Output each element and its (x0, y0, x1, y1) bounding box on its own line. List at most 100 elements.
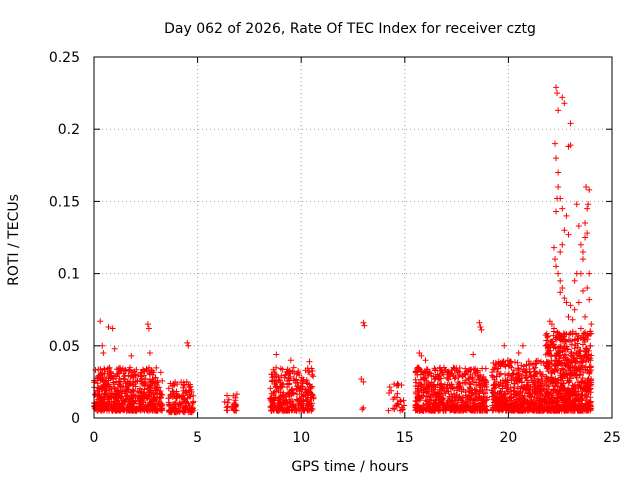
data-point (306, 381, 313, 388)
data-point (588, 321, 595, 328)
data-point (397, 398, 404, 405)
data-point (141, 368, 148, 375)
data-point (561, 100, 568, 107)
data-point (445, 388, 452, 395)
data-point (573, 391, 580, 398)
data-point (224, 403, 231, 410)
data-point (412, 376, 419, 383)
data-point (559, 375, 566, 382)
data-point (571, 357, 578, 364)
data-point (586, 270, 593, 277)
data-point (109, 407, 116, 414)
data-point (543, 373, 550, 380)
data-point (426, 404, 433, 411)
data-point (550, 244, 557, 251)
data-point (567, 370, 574, 377)
data-point (562, 338, 569, 345)
data-point (537, 358, 544, 365)
y-tick-label: 0.25 (49, 50, 80, 66)
data-point (185, 400, 192, 407)
data-point (584, 230, 591, 237)
data-point (157, 406, 164, 413)
data-point (466, 375, 473, 382)
data-point (561, 295, 568, 302)
data-point (553, 263, 560, 270)
data-point (481, 380, 488, 387)
data-point (555, 348, 562, 355)
data-point (548, 370, 555, 377)
data-point (107, 375, 114, 382)
data-point (104, 383, 111, 390)
data-point (553, 366, 560, 373)
data-point (521, 397, 528, 404)
data-point (436, 390, 443, 397)
data-point (413, 401, 420, 408)
data-point (582, 383, 589, 390)
data-point (501, 342, 508, 349)
data-point (309, 367, 316, 374)
data-point (499, 377, 506, 384)
x-tick-label: 10 (292, 430, 310, 446)
data-point (508, 407, 515, 414)
data-point (130, 393, 137, 400)
data-point (585, 201, 592, 208)
data-point (554, 90, 561, 97)
data-point (167, 401, 174, 408)
data-point (429, 386, 436, 393)
data-point (426, 383, 433, 390)
data-point (447, 396, 454, 403)
data-point (467, 371, 474, 378)
data-point (308, 394, 315, 401)
data-point (556, 349, 563, 356)
data-point (425, 373, 432, 380)
data-point (451, 375, 458, 382)
data-point (152, 374, 159, 381)
data-point (518, 383, 525, 390)
data-point (482, 389, 489, 396)
data-point (569, 353, 576, 360)
data-point (584, 379, 591, 386)
data-point (559, 348, 566, 355)
data-point (464, 399, 471, 406)
data-point (480, 407, 487, 414)
data-point (434, 374, 441, 381)
data-point (233, 391, 240, 398)
data-point (490, 382, 497, 389)
data-point (399, 406, 406, 413)
data-point (454, 369, 461, 376)
data-point (171, 407, 178, 414)
data-point (281, 407, 288, 414)
data-point (100, 377, 107, 384)
data-point (533, 358, 540, 365)
data-point (122, 398, 129, 405)
data-point (455, 373, 462, 380)
data-point (126, 382, 133, 389)
data-point (281, 374, 288, 381)
data-point (144, 385, 151, 392)
data-point (567, 120, 574, 127)
data-point (453, 364, 460, 371)
data-point (171, 400, 178, 407)
data-point (585, 387, 592, 394)
data-point (555, 107, 562, 114)
data-point (575, 299, 582, 306)
data-point (400, 397, 407, 404)
data-point (581, 392, 588, 399)
data-point (473, 367, 480, 374)
data-point (111, 385, 118, 392)
data-point (131, 371, 138, 378)
data-point (430, 400, 437, 407)
data-point (578, 395, 585, 402)
data-point (554, 329, 561, 336)
data-point (577, 402, 584, 409)
data-point (386, 383, 393, 390)
data-point (561, 338, 568, 345)
data-point (111, 345, 118, 352)
data-point (149, 378, 156, 385)
data-point (431, 365, 438, 372)
data-point (555, 270, 562, 277)
data-point (567, 142, 574, 149)
data-point (492, 360, 499, 367)
data-point (576, 368, 583, 375)
